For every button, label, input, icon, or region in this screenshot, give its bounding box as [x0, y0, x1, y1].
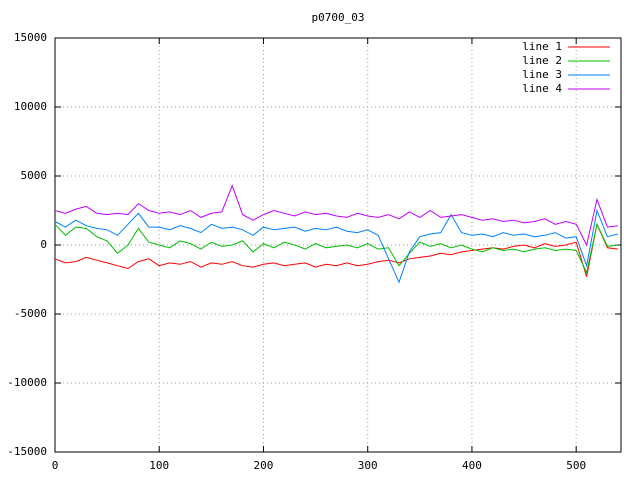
x-tick-label: 100: [149, 459, 169, 472]
legend-label: line 3: [522, 68, 562, 81]
y-tick-label: 0: [40, 238, 47, 251]
x-tick-label: 0: [52, 459, 59, 472]
chart-title: p0700_03: [312, 11, 365, 24]
y-tick-label: 5000: [21, 169, 48, 182]
legend-label: line 1: [522, 40, 562, 53]
plot-frame: [54, 37, 622, 453]
y-tick-label: -10000: [7, 376, 47, 389]
x-tick-label: 200: [254, 459, 274, 472]
x-tick-label: 500: [566, 459, 586, 472]
data-line: [54, 222, 618, 275]
y-tick-label: -15000: [7, 445, 47, 458]
data-line: [54, 184, 618, 247]
legend-label: line 4: [522, 82, 562, 95]
data-line: [54, 208, 619, 284]
data-line: [54, 222, 618, 277]
legend-label: line 2: [522, 54, 562, 67]
x-tick-label: 300: [358, 459, 378, 472]
y-tick-label: 15000: [14, 31, 47, 44]
x-tick-label: 400: [462, 459, 482, 472]
y-tick-label: 10000: [14, 100, 47, 113]
y-tick-label: -5000: [14, 307, 47, 320]
